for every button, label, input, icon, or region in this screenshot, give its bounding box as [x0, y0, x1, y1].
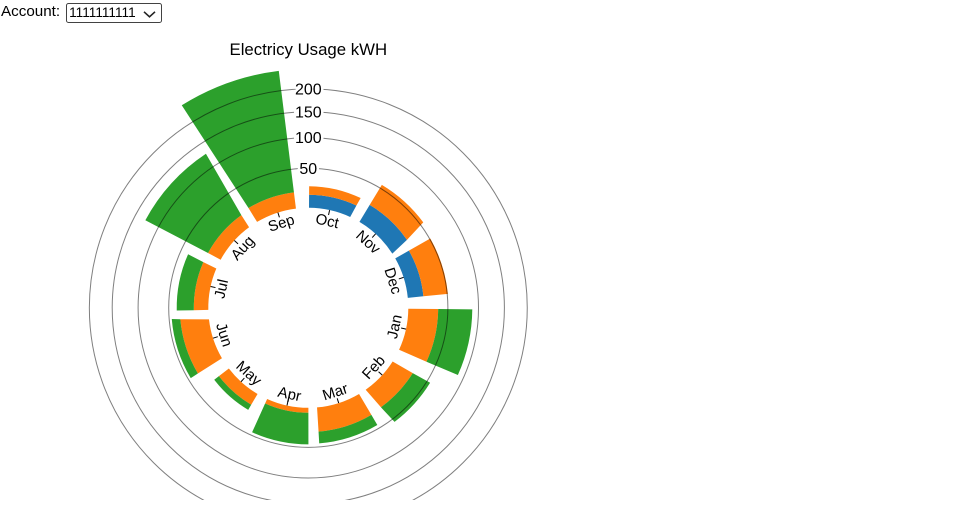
svg-text:Apr: Apr — [276, 384, 302, 406]
svg-text:200: 200 — [295, 81, 322, 98]
svg-text:150: 150 — [295, 104, 322, 121]
svg-text:200: 200 — [295, 81, 322, 98]
svg-text:Jan: Jan — [384, 313, 406, 340]
svg-text:50: 50 — [299, 161, 317, 178]
svg-text:Jun: Jun — [212, 321, 236, 349]
svg-text:100: 100 — [295, 130, 322, 147]
svg-text:Electricy Usage kWH: Electricy Usage kWH — [230, 40, 388, 59]
svg-text:100: 100 — [295, 130, 322, 147]
svg-text:50: 50 — [299, 161, 317, 178]
svg-text:150: 150 — [295, 104, 322, 121]
svg-text:Oct: Oct — [314, 211, 341, 233]
svg-text:Jul: Jul — [211, 278, 232, 300]
